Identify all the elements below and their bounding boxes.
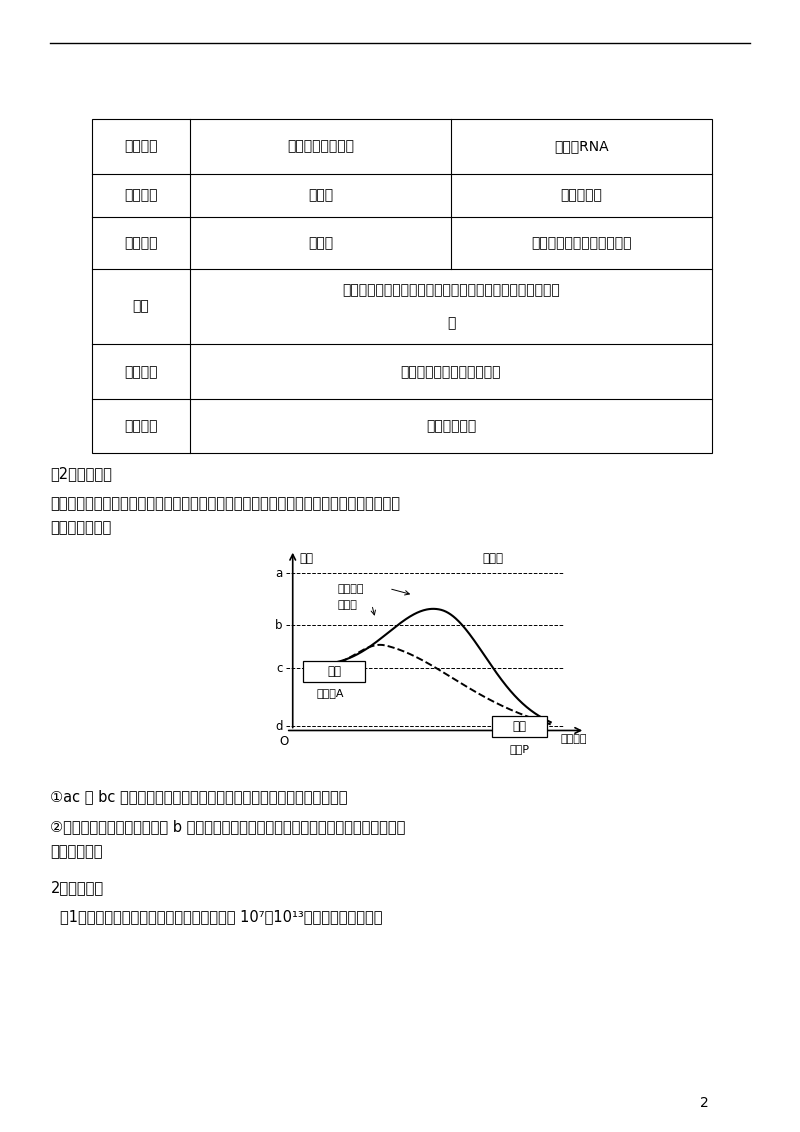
Text: 反应过程: 反应过程 — [560, 734, 587, 744]
Text: 产物P: 产物P — [510, 744, 530, 754]
Text: 氨基酸: 氨基酸 — [308, 189, 333, 203]
Text: 2: 2 — [700, 1096, 708, 1109]
Text: （1）高效性：催化效率大约是无机催化剂的 10⁷～10¹³倍。曲线分析如下：: （1）高效性：催化效率大约是无机催化剂的 10⁷～10¹³倍。曲线分析如下： — [60, 909, 382, 925]
Text: 曲线分析如下：: 曲线分析如下： — [50, 520, 112, 535]
Text: c: c — [276, 661, 282, 675]
Text: ②若将酶变为无机催化剂，则 b 在纵轴上向上移动。用加热的方法不能降低活化能，但会: ②若将酶变为无机催化剂，则 b 在纵轴上向上移动。用加热的方法不能降低活化能，但… — [50, 818, 406, 834]
Text: 初态: 初态 — [327, 664, 341, 678]
Text: 生物催化作用: 生物催化作用 — [426, 419, 476, 434]
Bar — [492, 717, 547, 737]
Bar — [303, 661, 365, 683]
Text: 少数是RNA: 少数是RNA — [554, 139, 609, 154]
Text: d: d — [275, 720, 282, 732]
Text: b: b — [275, 618, 282, 632]
Text: 作用场所: 作用场所 — [124, 365, 158, 379]
Text: 生理功能: 生理功能 — [124, 419, 158, 434]
Text: 2．酶的特性: 2．酶的特性 — [50, 880, 103, 895]
Text: （2）作用机理: （2）作用机理 — [50, 465, 112, 481]
Text: 绝大多数是蛋白质: 绝大多数是蛋白质 — [287, 139, 354, 154]
Text: 酶催化: 酶催化 — [338, 600, 358, 610]
Text: 反应物A: 反应物A — [317, 688, 344, 697]
Text: a: a — [275, 567, 282, 580]
Text: 提供活化能。: 提供活化能。 — [50, 843, 103, 859]
Text: 化学本质: 化学本质 — [124, 139, 158, 154]
Text: 合成原料: 合成原料 — [124, 189, 158, 203]
Text: 一般来说，活细胞（哺乳动物成熟的红细胞除外）都能产生: 一般来说，活细胞（哺乳动物成熟的红细胞除外）都能产生 — [342, 283, 560, 298]
Text: 无催化剂: 无催化剂 — [338, 583, 364, 593]
Text: 主要是细胞核（真核细胞）: 主要是细胞核（真核细胞） — [531, 237, 632, 250]
Text: O: O — [279, 735, 289, 748]
Text: 来源: 来源 — [133, 300, 150, 314]
Text: 酶: 酶 — [446, 316, 455, 331]
Text: 合成场所: 合成场所 — [124, 237, 158, 250]
Text: 终态: 终态 — [513, 720, 526, 734]
Text: ①ac 和 bc 段分别表示无催化剂和酶催化时反应进行所需要的活化能。: ①ac 和 bc 段分别表示无催化剂和酶催化时反应进行所需要的活化能。 — [50, 789, 348, 805]
Text: 核糖核苷酸: 核糖核苷酸 — [561, 189, 602, 203]
Text: 能量: 能量 — [300, 552, 314, 565]
Bar — [92, 119, 712, 453]
Text: 细胞内、外或生物体外均可: 细胞内、外或生物体外均可 — [401, 365, 502, 379]
Text: 核糖体: 核糖体 — [308, 237, 333, 250]
Text: 降低化学反应的活化能（分子从常态转变为容易发生化学反应的活跃状态所需要的能量），: 降低化学反应的活化能（分子从常态转变为容易发生化学反应的活跃状态所需要的能量）， — [50, 496, 400, 512]
Text: 活化态: 活化态 — [482, 552, 503, 565]
